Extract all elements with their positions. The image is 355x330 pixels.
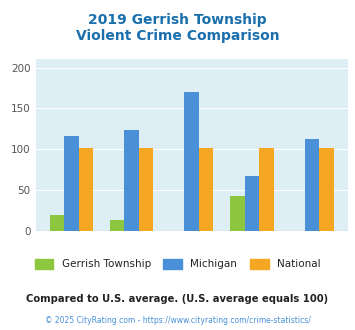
Bar: [245, 176, 259, 231]
Bar: [230, 196, 245, 231]
Bar: [259, 148, 274, 231]
Bar: [64, 136, 78, 231]
Text: © 2025 CityRating.com - https://www.cityrating.com/crime-statistics/: © 2025 CityRating.com - https://www.city…: [45, 316, 310, 325]
Bar: [319, 148, 334, 231]
Bar: [110, 219, 124, 231]
Text: 2019 Gerrish Township
Violent Crime Comparison: 2019 Gerrish Township Violent Crime Comp…: [76, 13, 279, 44]
Legend: Gerrish Township, Michigan, National: Gerrish Township, Michigan, National: [30, 255, 325, 274]
Bar: [78, 148, 93, 231]
Bar: [185, 92, 199, 231]
Bar: [139, 148, 153, 231]
Bar: [199, 148, 213, 231]
Bar: [305, 140, 319, 231]
Bar: [50, 215, 64, 231]
Text: Compared to U.S. average. (U.S. average equals 100): Compared to U.S. average. (U.S. average …: [26, 294, 329, 304]
Bar: [124, 130, 139, 231]
